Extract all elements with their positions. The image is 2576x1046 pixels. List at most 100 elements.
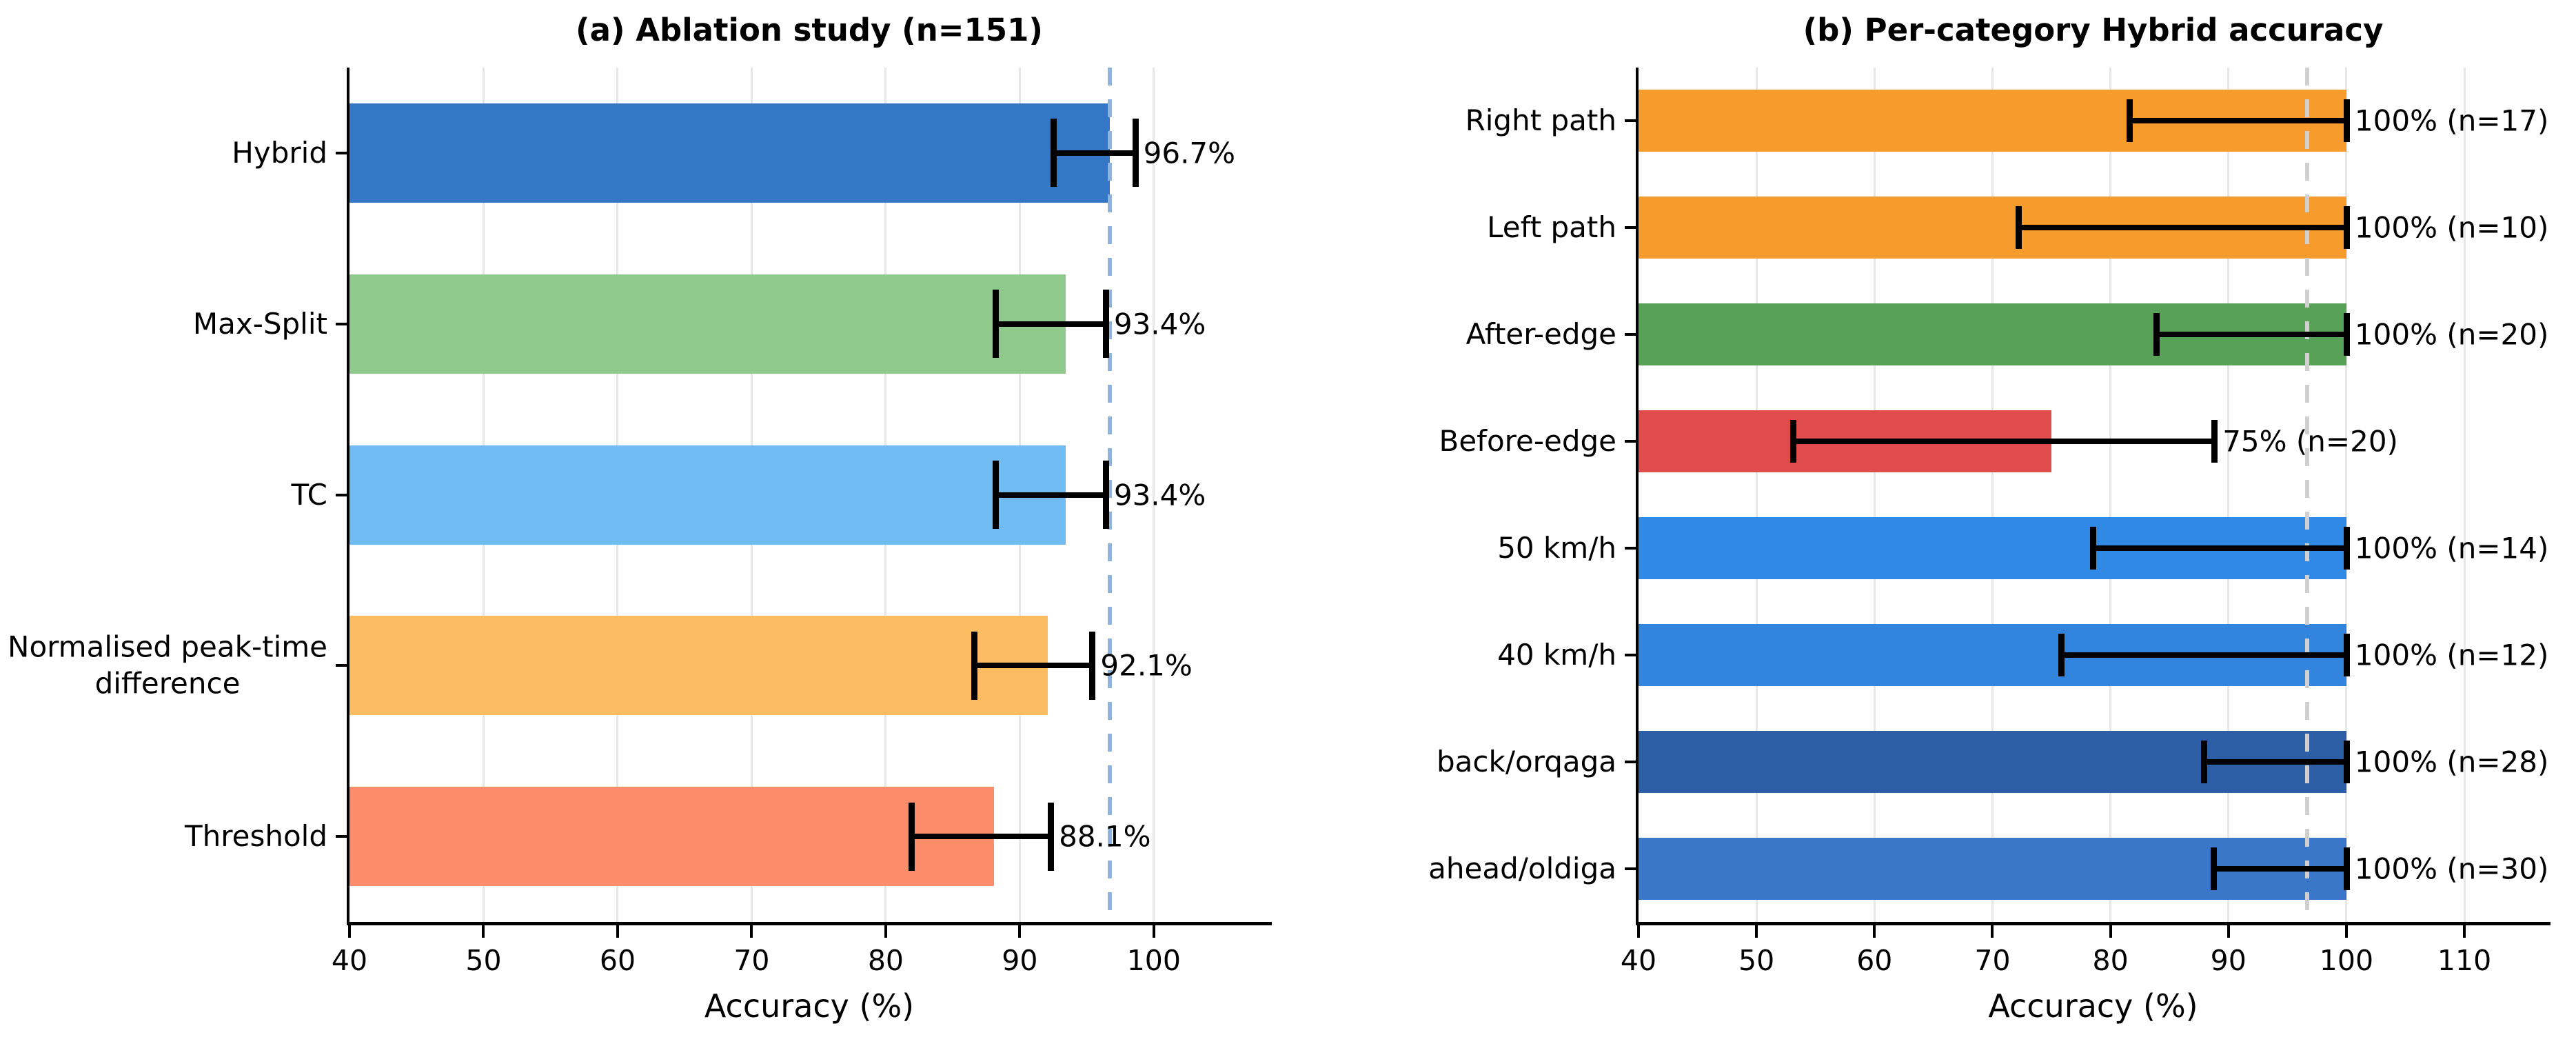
- gridline-100: [1153, 68, 1155, 922]
- error-cap-low-40-km-h: [2058, 633, 2065, 676]
- ablation-chart: (a) Ablation study (n=151) 40 50 60 70 80 90 1…: [8, 12, 1272, 1025]
- chart-a-xlabel: Accuracy (%): [704, 987, 915, 1025]
- value-label-after-edge: 100% (n=20): [2354, 317, 2549, 352]
- y-tick-label-hybrid: Hybrid: [232, 135, 327, 170]
- y-tick-label-ahead-oldiga: ahead/oldiga: [1428, 851, 1616, 885]
- y-tick-right-path: [1625, 119, 1636, 123]
- x-tick-80: [884, 925, 887, 938]
- x-tick-label-90: 90: [1002, 944, 1038, 977]
- x-tick-label-80: 80: [2092, 944, 2129, 977]
- y-tick-hybrid: [336, 151, 347, 154]
- error-line-after-edge: [2156, 332, 2346, 338]
- reference-line: [2305, 68, 2310, 922]
- x-tick-label-40: 40: [1620, 944, 1657, 977]
- value-label-before-edge: 75% (n=20): [2222, 424, 2398, 459]
- bar-hybrid: [349, 103, 1110, 203]
- error-cap-low-normalised-peak-time-difference: [971, 631, 978, 700]
- error-line-hybrid: [1053, 150, 1135, 156]
- error-cap-low-50-km-h: [2089, 526, 2096, 570]
- error-line-normalised-peak-time-difference: [974, 663, 1093, 669]
- error-cap-high-before-edge: [2211, 420, 2218, 463]
- error-line-right-path: [2129, 118, 2346, 124]
- error-cap-low-hybrid: [1051, 119, 1057, 188]
- x-tick-label-100: 100: [1126, 944, 1181, 977]
- x-tick-40: [1637, 925, 1640, 938]
- error-cap-high-40-km-h: [2343, 633, 2350, 676]
- bar-tc: [349, 445, 1066, 545]
- gridline-70: [1991, 68, 1994, 922]
- error-line-40-km-h: [2060, 652, 2346, 658]
- x-tick-label-50: 50: [1738, 944, 1775, 977]
- error-cap-low-before-edge: [1790, 420, 1797, 463]
- value-label-threshold: 88.1%: [1059, 819, 1151, 854]
- y-tick-label-right-path: Right path: [1465, 103, 1616, 138]
- bar-threshold: [349, 787, 995, 887]
- x-tick-label-90: 90: [2210, 944, 2247, 977]
- x-tick-label-100: 100: [2319, 944, 2374, 977]
- x-tick-40: [348, 925, 351, 938]
- error-line-back-orqaga: [2203, 758, 2346, 765]
- error-line-ahead-oldiga: [2213, 865, 2346, 872]
- error-cap-high-normalised-peak-time-difference: [1089, 631, 1096, 700]
- error-cap-high-back-orqaga: [2343, 740, 2350, 783]
- chart-b-title: (b) Per-category Hybrid accuracy: [1803, 12, 2384, 48]
- value-label-40-km-h: 100% (n=12): [2354, 638, 2549, 672]
- bar-normalised-peak-time-difference: [349, 616, 1048, 716]
- bar-max-split: [349, 274, 1066, 374]
- y-tick-before-edge: [1625, 440, 1636, 443]
- y-tick-label-normalised-peak-time-difference: Normalised peak-time difference: [8, 630, 327, 701]
- y-tick-40-km-h: [1625, 653, 1636, 656]
- y-tick-label-left-path: Left path: [1487, 210, 1616, 245]
- x-tick-label-60: 60: [1856, 944, 1893, 977]
- y-tick-back-orqaga: [1625, 760, 1636, 763]
- y-tick-threshold: [336, 835, 347, 838]
- gridline-50: [1755, 68, 1758, 922]
- value-label-hybrid: 96.7%: [1143, 136, 1236, 170]
- y-tick-label-after-edge: After-edge: [1466, 316, 1616, 351]
- error-cap-high-right-path: [2343, 99, 2350, 143]
- reference-line: [1107, 68, 1112, 922]
- error-cap-low-right-path: [2126, 99, 2133, 143]
- chart-a-title: (a) Ablation study (n=151): [576, 12, 1043, 48]
- error-cap-high-tc: [1102, 461, 1109, 529]
- x-tick-label-80: 80: [867, 944, 904, 977]
- error-cap-low-after-edge: [2153, 313, 2160, 356]
- error-cap-high-hybrid: [1132, 119, 1139, 188]
- y-tick-label-50-km-h: 50 km/h: [1497, 530, 1616, 565]
- x-tick-label-110: 110: [2437, 944, 2492, 977]
- error-cap-low-threshold: [908, 802, 915, 871]
- x-tick-80: [2109, 925, 2112, 938]
- x-tick-100: [1152, 925, 1155, 938]
- error-cap-high-left-path: [2343, 206, 2350, 250]
- x-tick-70: [1991, 925, 1994, 938]
- x-tick-label-50: 50: [465, 944, 502, 977]
- error-cap-low-max-split: [993, 290, 1000, 359]
- x-tick-50: [482, 925, 485, 938]
- y-tick-normalised-peak-time-difference: [336, 664, 347, 667]
- y-tick-label-tc: TC: [291, 477, 327, 512]
- chart-b-plot-area: 40 50 60 70 80 90 100 110 100% (n=17) Right path 1…: [1428, 68, 2550, 977]
- error-cap-high-max-split: [1102, 290, 1109, 359]
- x-tick-50: [1755, 925, 1758, 938]
- y-tick-ahead-oldiga: [1625, 867, 1636, 870]
- gridline-90: [2227, 68, 2230, 922]
- error-line-left-path: [2018, 225, 2346, 231]
- x-tick-90: [1018, 925, 1022, 938]
- y-tick-label-40-km-h: 40 km/h: [1497, 637, 1616, 672]
- x-tick-90: [2227, 925, 2230, 938]
- value-label-left-path: 100% (n=10): [2354, 210, 2549, 245]
- value-label-max-split: 93.4%: [1113, 307, 1206, 341]
- error-cap-high-threshold: [1048, 802, 1055, 871]
- y-tick-label-max-split: Max-Split: [192, 306, 327, 341]
- x-tick-110: [2463, 925, 2466, 938]
- x-tick-label-40: 40: [331, 944, 368, 977]
- value-label-ahead-oldiga: 100% (n=30): [2354, 852, 2549, 886]
- chart-a-plot-area: 40 50 60 70 80 90 100 96.7% Hybrid 93.4% Max-Split…: [8, 68, 1272, 977]
- x-tick-60: [1873, 925, 1876, 938]
- error-cap-low-tc: [993, 461, 1000, 529]
- x-tick-60: [616, 925, 619, 938]
- y-tick-label-back-orqaga: back/orqaga: [1437, 744, 1616, 778]
- gridline-80: [2109, 68, 2112, 922]
- gridline-110: [2463, 68, 2466, 922]
